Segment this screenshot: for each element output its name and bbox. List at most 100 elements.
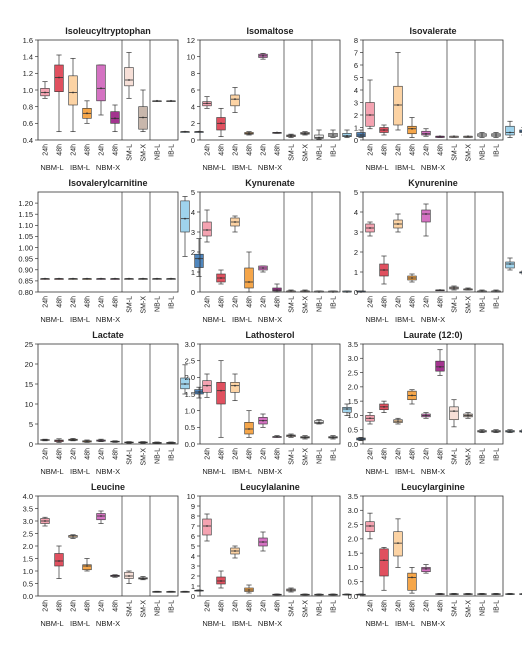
box-body bbox=[216, 382, 226, 405]
mean-dot bbox=[86, 440, 88, 443]
x-tick-label: 24h bbox=[261, 144, 268, 156]
group-label: IBM-L bbox=[70, 163, 90, 172]
box-mark bbox=[449, 593, 459, 595]
y-tick-label: 12 bbox=[187, 36, 195, 45]
box-body bbox=[230, 382, 240, 393]
y-tick-label: 1.0 bbox=[185, 406, 195, 415]
y-tick-label: 1.00 bbox=[18, 243, 33, 252]
mean-dot bbox=[234, 221, 236, 223]
box-mark bbox=[342, 403, 352, 417]
box-mark bbox=[68, 438, 78, 442]
y-tick-label: 3.0 bbox=[348, 354, 358, 363]
box-mark bbox=[194, 589, 204, 592]
mean-dot bbox=[114, 575, 116, 577]
mean-dot bbox=[58, 560, 60, 562]
y-tick-label: 4 bbox=[191, 102, 195, 111]
x-tick-label: IB-L bbox=[331, 296, 338, 309]
box-mark bbox=[505, 593, 515, 595]
box-mark bbox=[519, 429, 522, 433]
group-label: IBM-L bbox=[70, 467, 90, 476]
mean-dot bbox=[509, 131, 511, 134]
box-body bbox=[519, 271, 522, 274]
x-tick-label: 24h bbox=[396, 448, 403, 460]
x-tick-label: 48h bbox=[382, 448, 389, 460]
mean-dot bbox=[397, 542, 399, 545]
box-mark bbox=[435, 289, 445, 292]
box-mark bbox=[435, 349, 445, 376]
mean-dot bbox=[142, 577, 144, 580]
x-tick-label: IB-L bbox=[169, 144, 176, 157]
box-body bbox=[407, 125, 417, 135]
box-mark bbox=[40, 516, 50, 527]
box-mark bbox=[300, 289, 310, 293]
box-mark bbox=[379, 255, 389, 285]
y-tick-label: 10 bbox=[25, 400, 33, 409]
y-tick-label: 6 bbox=[191, 532, 195, 541]
mean-dot bbox=[198, 391, 200, 393]
x-tick-label: 48h bbox=[382, 296, 389, 308]
mean-dot bbox=[72, 277, 74, 280]
mean-dot bbox=[100, 439, 102, 442]
mean-dot bbox=[128, 79, 130, 81]
x-tick-label: NB-L bbox=[480, 448, 487, 464]
mean-dot bbox=[248, 132, 250, 135]
box-mark bbox=[286, 289, 296, 293]
box-body bbox=[505, 125, 515, 136]
box-mark bbox=[449, 399, 459, 428]
chart-title: Laurate (12:0) bbox=[403, 330, 462, 340]
x-tick-label: 24h bbox=[99, 600, 106, 612]
group-label: IBM-L bbox=[395, 163, 415, 172]
mean-dot bbox=[397, 223, 399, 225]
box-mark bbox=[407, 117, 417, 138]
y-tick-label: 0.0 bbox=[348, 440, 358, 449]
y-tick-label: 5 bbox=[354, 188, 358, 197]
x-tick-label: 24h bbox=[261, 600, 268, 612]
box-body bbox=[194, 253, 204, 268]
x-tick-label: SM-X bbox=[141, 144, 148, 162]
x-tick-label: IB-L bbox=[331, 144, 338, 157]
chart-title: Leucylalanine bbox=[240, 482, 300, 492]
x-tick-label: NB-L bbox=[155, 448, 162, 464]
group-label: IBM-L bbox=[232, 315, 252, 324]
mean-dot bbox=[276, 435, 278, 438]
box-body bbox=[124, 67, 134, 87]
mean-dot bbox=[369, 525, 371, 527]
mean-dot bbox=[383, 559, 385, 562]
x-tick-label: 48h bbox=[438, 600, 445, 612]
group-label: NBM-X bbox=[96, 315, 120, 324]
plot-frame bbox=[37, 343, 179, 445]
box-body bbox=[505, 261, 515, 269]
mean-dot bbox=[453, 410, 455, 413]
box-mark bbox=[379, 400, 389, 413]
y-tick-label: 1.5 bbox=[348, 397, 358, 406]
box-body bbox=[68, 75, 78, 106]
box-mark bbox=[82, 100, 92, 124]
mean-dot bbox=[170, 590, 172, 593]
y-tick-label: 3.5 bbox=[348, 492, 358, 501]
x-tick-label: SM-X bbox=[303, 448, 310, 466]
mean-dot bbox=[332, 134, 334, 136]
mean-dot bbox=[86, 112, 88, 115]
group-label: NBM-L bbox=[202, 467, 225, 476]
y-tick-label: 2.5 bbox=[348, 368, 358, 377]
chart-panel: Laurate (12:0) 0.0 0.5 1.0 1.5 2.0 2.5 3.0 3.5 24… bbox=[348, 330, 522, 476]
x-tick-label: SM-L bbox=[289, 144, 296, 161]
group-label: NBM-L bbox=[40, 619, 63, 628]
x-tick-label: 48h bbox=[85, 448, 92, 460]
chart-panel: Lathosterol 0.0 0.5 1.0 1.5 2.0 2.5 3.0 24h 48h 24… bbox=[185, 330, 366, 476]
chart-title: Kynurenate bbox=[245, 178, 295, 188]
group-label: IBM-L bbox=[232, 163, 252, 172]
group-label: IBM-L bbox=[232, 619, 252, 628]
y-tick-label: 0 bbox=[354, 136, 358, 145]
y-tick-label: 2.5 bbox=[185, 356, 195, 365]
x-tick-label: 24h bbox=[99, 296, 106, 308]
mean-dot bbox=[248, 281, 250, 283]
x-tick-label: 48h bbox=[57, 600, 64, 612]
x-tick-label: 24h bbox=[43, 600, 50, 612]
x-tick-label: 48h bbox=[57, 296, 64, 308]
mean-dot bbox=[439, 593, 441, 595]
y-tick-label: 0.80 bbox=[18, 288, 33, 297]
x-tick-label: 24h bbox=[368, 448, 375, 460]
box-mark bbox=[54, 545, 64, 579]
mean-dot bbox=[481, 290, 483, 292]
